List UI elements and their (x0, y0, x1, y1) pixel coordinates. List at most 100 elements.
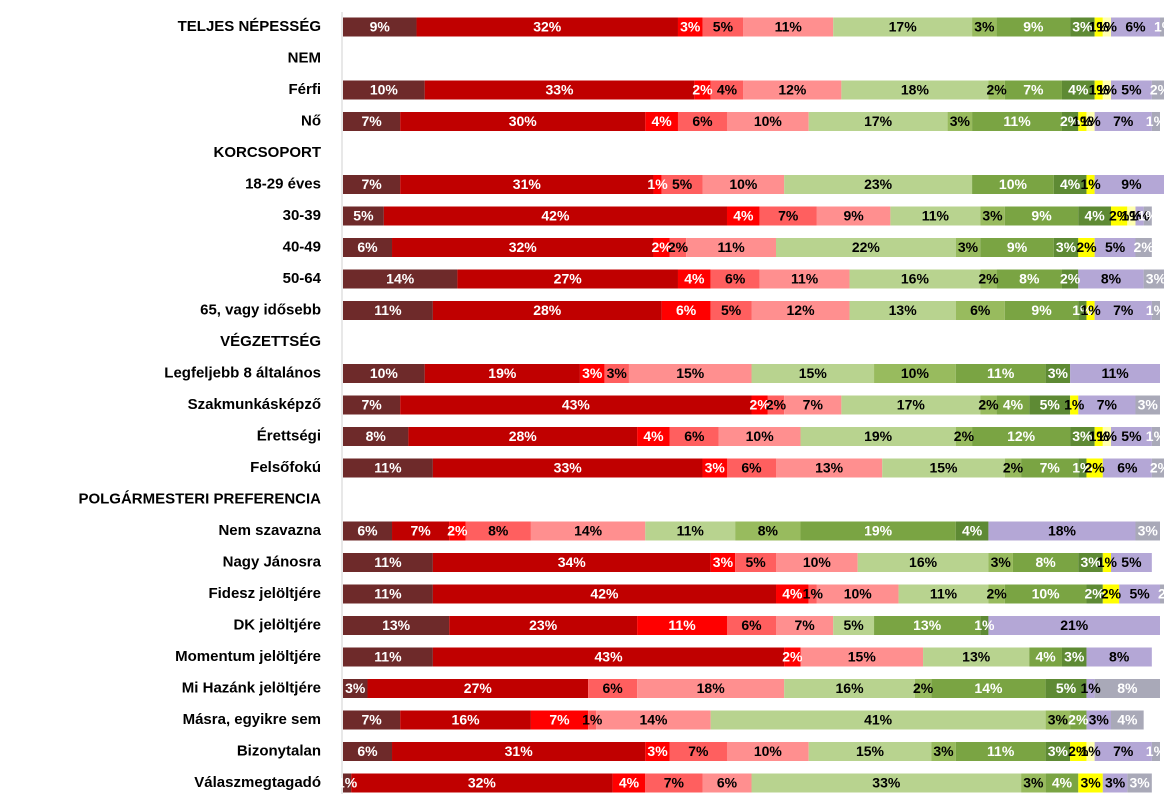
bar-segment (416, 17, 678, 37)
bar-segment (1151, 301, 1160, 320)
value-label: 33% (872, 775, 901, 791)
value-label: 1% (1121, 208, 1142, 224)
value-label: 3% (1080, 554, 1101, 570)
bar-segment (808, 584, 817, 604)
bar-segment (955, 427, 973, 446)
bar-segment (392, 521, 450, 541)
value-label: 13% (889, 302, 918, 318)
bar-segment (1086, 175, 1095, 194)
value-label: 10% (370, 365, 399, 381)
value-label: 17% (897, 397, 926, 413)
value-label: 34% (558, 554, 587, 570)
category-label: NEM (288, 49, 321, 66)
bar-segment (931, 742, 956, 761)
value-label: 11% (374, 554, 402, 570)
value-label: 3% (647, 743, 668, 759)
value-label: 3% (933, 743, 954, 759)
value-label: 16% (909, 554, 938, 570)
value-label: 2% (1060, 271, 1081, 287)
category-label: Mi Hazánk jelöltjére (182, 679, 321, 696)
value-label: 11% (775, 19, 803, 35)
value-label: 3% (1072, 19, 1093, 35)
value-label: 11% (987, 365, 1015, 381)
bar-segment (1119, 584, 1160, 604)
value-label: 18% (901, 82, 930, 98)
bar-segment (343, 80, 425, 100)
value-label: 7% (361, 176, 382, 192)
value-label: 5% (1121, 554, 1142, 570)
value-label: 5% (672, 176, 693, 192)
bar-segment (1086, 584, 1103, 604)
value-label: 3% (607, 365, 628, 381)
bar-segment (424, 80, 695, 100)
bar-segment (351, 773, 613, 793)
bar-segment (784, 175, 973, 194)
bar-segment (1029, 647, 1062, 667)
value-label: 1% (1129, 208, 1150, 224)
bar-segment (1094, 679, 1160, 698)
bar-segment (931, 679, 1046, 698)
bar-segment (1061, 80, 1095, 100)
bar-segment (343, 395, 401, 415)
value-label: 43% (595, 649, 624, 665)
bar-segment (1004, 584, 1087, 604)
value-label: 1% (803, 586, 824, 602)
value-label: 17% (864, 113, 893, 129)
value-label: 27% (554, 271, 583, 287)
value-label: 2% (1109, 208, 1130, 224)
bar-segment (1110, 206, 1128, 226)
bar-segment (1070, 395, 1079, 415)
value-label: 19% (488, 365, 517, 381)
value-label: 1% (1097, 428, 1118, 444)
bar-segment (710, 80, 744, 100)
value-label: 31% (513, 176, 542, 192)
bar-segment (1094, 112, 1152, 131)
bar-segment (343, 175, 401, 194)
value-label: 1% (582, 712, 603, 728)
value-label: 28% (533, 302, 562, 318)
value-label: 4% (643, 428, 664, 444)
value-label: 5% (1121, 82, 1142, 98)
value-label: 10% (803, 554, 832, 570)
category-label: 65, vagy idősebb (200, 301, 321, 318)
value-label: 3% (1064, 649, 1085, 665)
bar-segment (726, 616, 777, 635)
value-label: 23% (529, 617, 558, 633)
value-label: 9% (1007, 239, 1028, 255)
value-label: 6% (741, 617, 762, 633)
bar-segment (383, 206, 727, 226)
category-label: TELJES NÉPESSÉG (178, 18, 321, 35)
bar-segment (465, 521, 531, 541)
value-label: 11% (717, 239, 745, 255)
bar-segment (661, 301, 711, 320)
bar-segment (955, 301, 1005, 320)
bar-segment (776, 553, 858, 572)
bar-segment (1078, 238, 1095, 257)
bar-segment (343, 679, 368, 698)
value-label: 23% (864, 176, 893, 192)
value-label: 11% (922, 208, 950, 224)
value-label: 3% (1072, 428, 1093, 444)
value-label: 2% (1101, 586, 1122, 602)
value-label: 6% (357, 743, 378, 759)
bar-segment (400, 395, 752, 415)
value-label: 4% (1085, 208, 1106, 224)
bar-segment (669, 238, 687, 257)
category-label: 30-39 (283, 207, 321, 224)
value-label: 12% (787, 302, 816, 318)
category-label: Fidesz jelöltjére (208, 585, 321, 602)
value-label: 19% (864, 428, 893, 444)
bar-segment (1070, 427, 1095, 446)
value-label: 17% (889, 19, 918, 35)
value-label: 12% (778, 82, 807, 98)
bar-segment (530, 710, 589, 730)
bar-segment (694, 80, 711, 100)
value-label: 11% (1003, 113, 1031, 129)
value-label: 4% (1060, 176, 1081, 192)
bar-segment (710, 269, 760, 289)
bar-segment (645, 521, 736, 541)
value-label: 13% (913, 617, 942, 633)
value-label: 5% (1056, 680, 1077, 696)
value-label: 4% (782, 586, 803, 602)
value-label: 3% (1138, 523, 1159, 539)
